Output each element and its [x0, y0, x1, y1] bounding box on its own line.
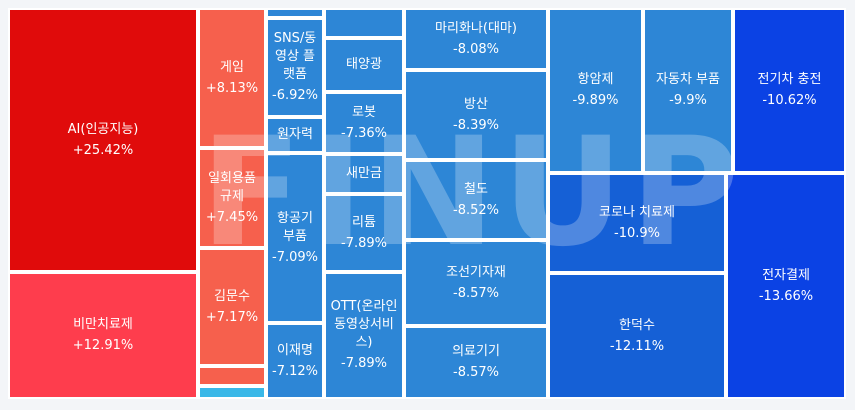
cell-value: -12.11%: [609, 338, 665, 354]
treemap-cell[interactable]: 리튬 -7.89%: [324, 194, 404, 272]
treemap-cell[interactable]: 이재명 -7.12%: [266, 323, 324, 399]
treemap-cell[interactable]: OTT(온라인동영상서비스) -7.89%: [324, 272, 404, 399]
treemap-cell[interactable]: AI(인공지능) +25.42%: [8, 8, 198, 272]
treemap-cell[interactable]: 일회용품 규제 +7.45%: [198, 148, 266, 248]
cell-value: -7.09%: [272, 249, 318, 265]
cell-label: 철도: [464, 181, 488, 197]
cell-value: -7.12%: [272, 363, 318, 379]
treemap-cell[interactable]: 비만치료제 +12.91%: [8, 272, 198, 399]
treemap-cell[interactable]: 로봇 -7.36%: [324, 92, 404, 154]
cell-value: -8.57%: [453, 285, 499, 301]
treemap-cell[interactable]: [198, 386, 266, 399]
treemap-cell[interactable]: 항암제 -9.89%: [548, 8, 643, 173]
cell-label: 의료기기: [452, 344, 500, 359]
treemap-cell[interactable]: 의료기기 -8.57%: [404, 326, 548, 399]
cell-label: 방산: [464, 96, 488, 112]
cell-value: -6.92%: [272, 88, 318, 103]
cell-label: 김문수: [214, 288, 250, 304]
cell-label: 항암제: [577, 72, 614, 87]
cell-label: 일회용품 규제: [208, 170, 256, 204]
cell-label: 항공기 부품: [277, 210, 313, 244]
cell-label: 비만치료제: [73, 317, 133, 332]
cell-value: -10.9%: [614, 225, 660, 241]
treemap-cell[interactable]: [324, 8, 404, 38]
cell-label: 태양광: [346, 57, 382, 72]
cell-value: +25.42%: [72, 142, 134, 158]
cell-value: +8.13%: [205, 80, 259, 96]
cell-value: -8.08%: [453, 41, 499, 57]
treemap-cell[interactable]: 마리화나(대마) -8.08%: [404, 8, 548, 70]
treemap-cell[interactable]: [198, 366, 266, 386]
treemap-cell[interactable]: 게임 +8.13%: [198, 8, 266, 148]
treemap-cell[interactable]: 김문수 +7.17%: [198, 248, 266, 366]
cell-value: -8.57%: [453, 365, 499, 380]
cell-value: -9.9%: [669, 93, 707, 108]
cell-label: 게임: [220, 59, 244, 75]
treemap-cell[interactable]: 새만금: [324, 154, 404, 194]
cell-label: AI(인공지능): [67, 121, 139, 137]
treemap-cell[interactable]: 한덕수 -12.11%: [548, 273, 726, 399]
cell-value: -7.89%: [341, 235, 387, 251]
treemap-cell[interactable]: SNS/동영상 플랫폼 -6.92%: [266, 18, 324, 117]
cell-value: -13.66%: [758, 288, 814, 304]
cell-label: 마리화나(대마): [435, 20, 517, 36]
cell-label: OTT(온라인동영상서비스): [330, 299, 398, 350]
cell-value: -7.89%: [341, 356, 387, 371]
cell-label: 한덕수: [619, 317, 655, 333]
treemap-cell[interactable]: [266, 8, 324, 18]
cell-value: +7.17%: [205, 309, 259, 325]
treemap-cell[interactable]: 항공기 부품 -7.09%: [266, 153, 324, 323]
cell-label: 전자결제: [762, 267, 810, 283]
cell-label: 전기차 충전: [757, 72, 822, 87]
treemap-cell[interactable]: 원자력: [266, 117, 324, 153]
cell-value: -9.89%: [572, 93, 619, 108]
treemap-cell[interactable]: 태양광: [324, 38, 404, 92]
treemap-cell[interactable]: 철도 -8.52%: [404, 160, 548, 240]
treemap-cell[interactable]: 조선기자재 -8.57%: [404, 240, 548, 326]
cell-value: -7.36%: [341, 125, 387, 141]
cell-value: -8.52%: [453, 202, 499, 218]
cell-value: +12.91%: [72, 338, 134, 353]
cell-value: +7.45%: [205, 209, 259, 225]
cell-label: 원자력: [277, 127, 313, 142]
cell-value: -10.62%: [762, 93, 817, 108]
cell-value: -8.39%: [453, 117, 499, 133]
cell-label: 리튬: [352, 214, 376, 230]
cell-label: 로봇: [352, 104, 376, 120]
treemap-cell[interactable]: 방산 -8.39%: [404, 70, 548, 160]
cell-label: 자동차 부품: [656, 72, 720, 87]
cell-label: 새만금: [346, 166, 382, 181]
treemap-cell[interactable]: 자동차 부품 -9.9%: [643, 8, 733, 173]
cell-label: 코로나 치료제: [599, 204, 675, 220]
cell-label: SNS/동영상 플랫폼: [273, 31, 317, 82]
treemap-cell[interactable]: 전기차 충전 -10.62%: [733, 8, 846, 173]
cell-label: 이재명: [277, 342, 313, 358]
cell-label: 조선기자재: [446, 264, 506, 280]
treemap-cell[interactable]: 코로나 치료제 -10.9%: [548, 173, 726, 273]
treemap-cell[interactable]: 전자결제 -13.66%: [726, 173, 846, 399]
